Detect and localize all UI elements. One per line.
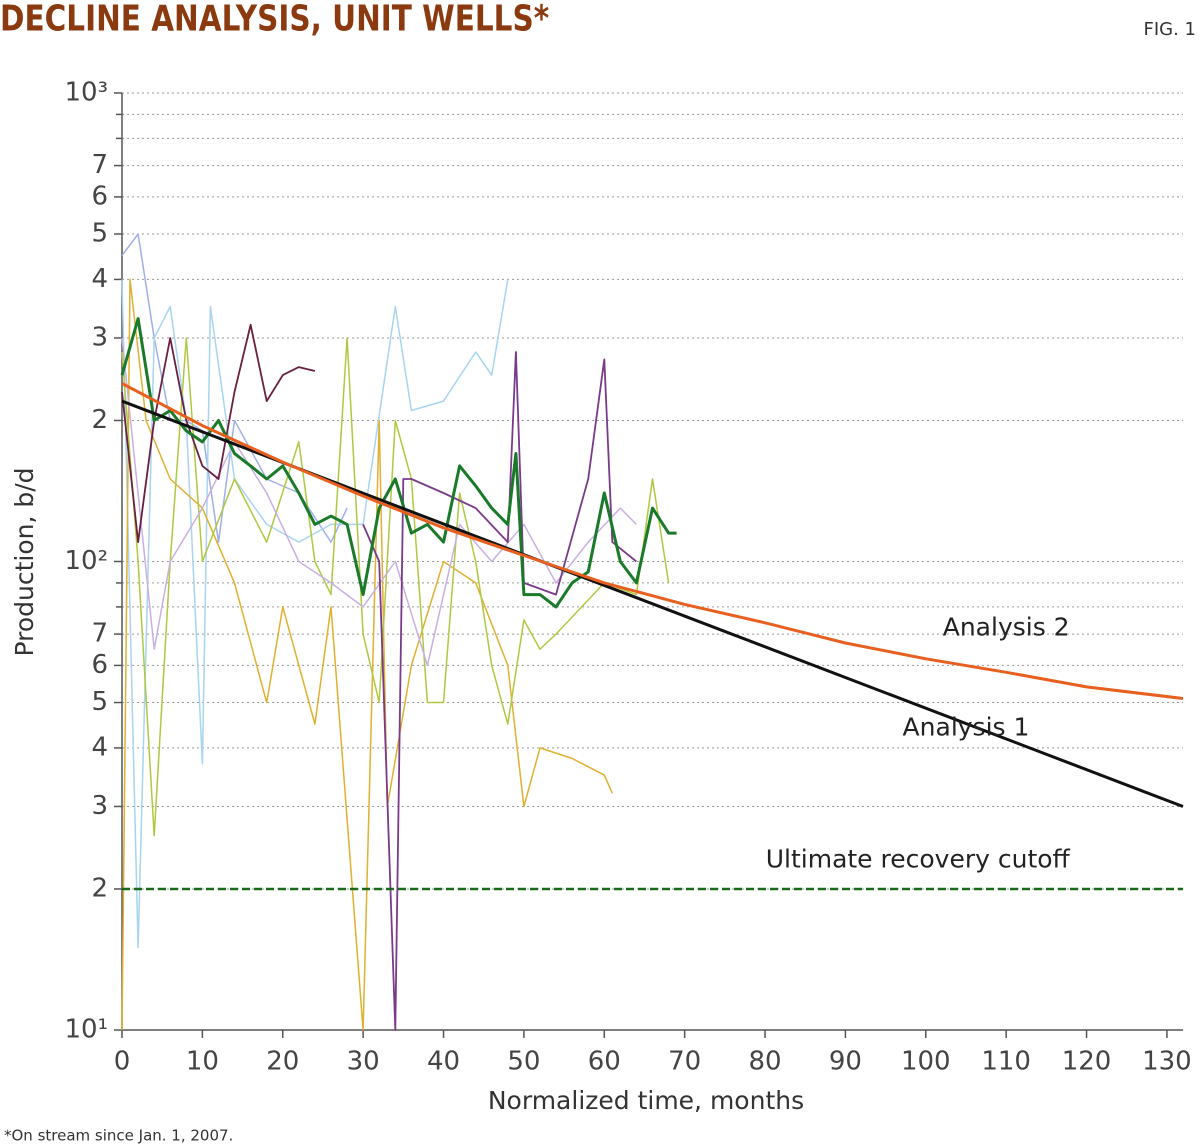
y-tick-label: 3 [91,791,108,821]
y-tick-label: 7 [91,150,108,180]
x-tick-label: 60 [588,1047,621,1077]
well-line [121,337,670,837]
x-tick-label: 50 [507,1047,540,1077]
y-tick-label: 10³ [64,78,108,108]
x-axis-label: Normalized time, months [488,1086,804,1115]
well-line [120,317,677,609]
y-tick-label: 7 [91,619,108,649]
x-tick-label: 40 [427,1047,460,1077]
analysis-line [121,382,1184,700]
y-tick-label: 4 [91,732,108,762]
y-tick-label: 6 [91,181,108,211]
well-line [362,351,637,1031]
x-tick-label: 30 [347,1047,380,1077]
x-tick-label: 20 [266,1047,299,1077]
y-tick-label: 2 [91,873,108,903]
figure-label: FIG. 1 [1143,19,1196,40]
x-tick-label: 0 [114,1047,131,1077]
x-tick-label: 130 [1142,1047,1192,1077]
y-tick-label: 6 [91,650,108,680]
x-tick-label: 100 [901,1047,951,1077]
well-line [121,278,613,1031]
x-tick-label: 120 [1062,1047,1112,1077]
y-tick-label: 5 [91,687,108,717]
x-tick-label: 80 [748,1047,781,1077]
y-tick-label: 10¹ [64,1015,108,1045]
line-label: Analysis 1 [903,713,1030,742]
x-tick-label: 70 [668,1047,701,1077]
x-tick-label: 10 [186,1047,219,1077]
y-tick-label: 3 [91,322,108,352]
footnote: *On stream since Jan. 1, 2007. [4,1127,233,1145]
y-tick-label: 5 [91,219,108,249]
well-line [121,279,509,949]
line-label: Analysis 2 [943,612,1070,641]
line-label: Ultimate recovery cutoff [766,845,1071,874]
y-tick-label: 2 [91,405,108,435]
y-axis-label: Production, b/d [10,467,39,656]
y-tick-label: 10² [64,546,108,576]
y-tick-label: 4 [91,264,108,294]
chart-title: DECLINE ANALYSIS, UNIT WELLS* [0,0,549,39]
x-tick-label: 90 [829,1047,862,1077]
x-tick-label: 110 [981,1047,1031,1077]
